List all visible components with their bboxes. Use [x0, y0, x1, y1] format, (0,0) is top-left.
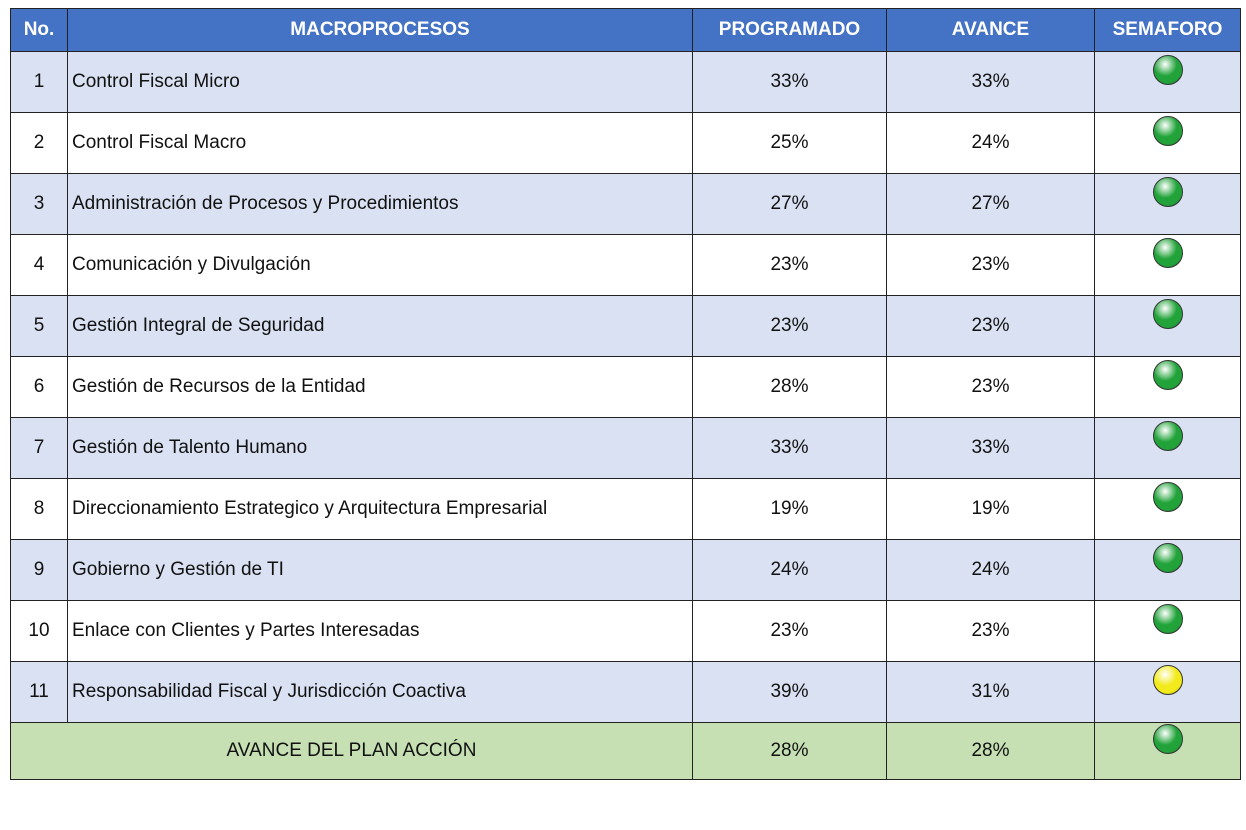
macroprocess-name: Gestión de Talento Humano	[67, 417, 693, 479]
semaforo-cell	[1094, 112, 1241, 174]
status-light	[1152, 421, 1183, 451]
column-header: SEMAFORO	[1094, 8, 1241, 52]
table-row: 4 Comunicación y Divulgación 23% 23%	[10, 234, 1241, 296]
status-light	[1152, 482, 1183, 512]
table-row: 6 Gestión de Recursos de la Entidad 28% 23%	[10, 356, 1241, 418]
programado-cell: 19%	[692, 478, 887, 540]
macroprocess-name: Control Fiscal Micro	[67, 51, 693, 113]
avance-cell: 31%	[886, 661, 1095, 723]
column-header: PROGRAMADO	[692, 8, 887, 52]
avance-cell: 24%	[886, 112, 1095, 174]
table-row: 7 Gestión de Talento Humano 33% 33%	[10, 417, 1241, 479]
macroprocess-name: Gestión Integral de Seguridad	[67, 295, 693, 357]
semaforo-cell	[1094, 478, 1241, 540]
programado-cell: 24%	[692, 539, 887, 601]
avance-cell: 23%	[886, 234, 1095, 296]
status-light	[1152, 238, 1183, 268]
status-light	[1152, 299, 1183, 329]
row-number: 3	[10, 173, 68, 235]
avance-cell: 33%	[886, 51, 1095, 113]
row-number: 1	[10, 51, 68, 113]
footer-semaforo	[1094, 722, 1241, 780]
programado-cell: 39%	[692, 661, 887, 723]
macroprocess-name: Responsabilidad Fiscal y Jurisdicción Co…	[67, 661, 693, 723]
column-header: AVANCE	[886, 8, 1095, 52]
avance-cell: 24%	[886, 539, 1095, 601]
status-light	[1152, 724, 1183, 754]
row-number: 8	[10, 478, 68, 540]
status-light	[1152, 604, 1183, 634]
semaforo-cell	[1094, 234, 1241, 296]
table-row: 1 Control Fiscal Micro 33% 33%	[10, 51, 1241, 113]
row-number: 2	[10, 112, 68, 174]
row-number: 4	[10, 234, 68, 296]
table-row: 8 Direccionamiento Estrategico y Arquitec…	[10, 478, 1241, 540]
status-light	[1152, 55, 1183, 85]
status-light	[1152, 116, 1183, 146]
semaforo-cell	[1094, 51, 1241, 113]
footer-label: AVANCE DEL PLAN ACCIÓN	[10, 722, 693, 780]
avance-cell: 19%	[886, 478, 1095, 540]
macroprocess-table: No. MACROPROCESOS PROGRAMADO AVANCE SEMAFORO…	[10, 8, 1241, 780]
programado-cell: 28%	[692, 356, 887, 418]
macroprocess-name: Control Fiscal Macro	[67, 112, 693, 174]
semaforo-cell	[1094, 417, 1241, 479]
row-number: 5	[10, 295, 68, 357]
programado-cell: 25%	[692, 112, 887, 174]
header-row: No. MACROPROCESOS PROGRAMADO AVANCE SEMAFORO	[10, 8, 1241, 52]
avance-cell: 33%	[886, 417, 1095, 479]
programado-cell: 27%	[692, 173, 887, 235]
row-number: 10	[10, 600, 68, 662]
macroprocess-name: Enlace con Clientes y Partes Interesadas	[67, 600, 693, 662]
avance-cell: 23%	[886, 600, 1095, 662]
semaforo-cell	[1094, 661, 1241, 723]
row-number: 11	[10, 661, 68, 723]
table-row: 5 Gestión Integral de Seguridad 23% 23%	[10, 295, 1241, 357]
macroprocess-name: Gobierno y Gestión de TI	[67, 539, 693, 601]
status-light	[1152, 177, 1183, 207]
row-number: 6	[10, 356, 68, 418]
footer-avance: 28%	[886, 722, 1095, 780]
column-header: No.	[10, 8, 68, 52]
semaforo-cell	[1094, 173, 1241, 235]
avance-cell: 23%	[886, 356, 1095, 418]
programado-cell: 23%	[692, 234, 887, 296]
status-light	[1152, 360, 1183, 390]
programado-cell: 23%	[692, 600, 887, 662]
table-row: 3 Administración de Procesos y Procedimie…	[10, 173, 1241, 235]
programado-cell: 33%	[692, 51, 887, 113]
semaforo-cell	[1094, 600, 1241, 662]
avance-cell: 23%	[886, 295, 1095, 357]
programado-cell: 23%	[692, 295, 887, 357]
status-light	[1152, 543, 1183, 573]
footer-row: AVANCE DEL PLAN ACCIÓN 28% 28%	[10, 722, 1241, 780]
macroprocess-name: Comunicación y Divulgación	[67, 234, 693, 296]
table-row: 9 Gobierno y Gestión de TI 24% 24%	[10, 539, 1241, 601]
avance-cell: 27%	[886, 173, 1095, 235]
column-header: MACROPROCESOS	[67, 8, 693, 52]
semaforo-cell	[1094, 295, 1241, 357]
macroprocess-name: Administración de Procesos y Procedimien…	[67, 173, 693, 235]
semaforo-cell	[1094, 539, 1241, 601]
table-wrap: No. MACROPROCESOS PROGRAMADO AVANCE SEMAFORO…	[10, 8, 1241, 780]
table-row: 10 Enlace con Clientes y Partes Interesad…	[10, 600, 1241, 662]
footer-programado: 28%	[692, 722, 887, 780]
macroprocess-name: Gestión de Recursos de la Entidad	[67, 356, 693, 418]
semaforo-cell	[1094, 356, 1241, 418]
status-light	[1152, 665, 1183, 695]
macroprocess-name: Direccionamiento Estrategico y Arquitect…	[67, 478, 693, 540]
table-row: 2 Control Fiscal Macro 25% 24%	[10, 112, 1241, 174]
row-number: 7	[10, 417, 68, 479]
table-row: 11 Responsabilidad Fiscal y Jurisdicción …	[10, 661, 1241, 723]
programado-cell: 33%	[692, 417, 887, 479]
table-body: 1 Control Fiscal Micro 33% 33% 2 Control Fisc…	[10, 51, 1241, 780]
row-number: 9	[10, 539, 68, 601]
